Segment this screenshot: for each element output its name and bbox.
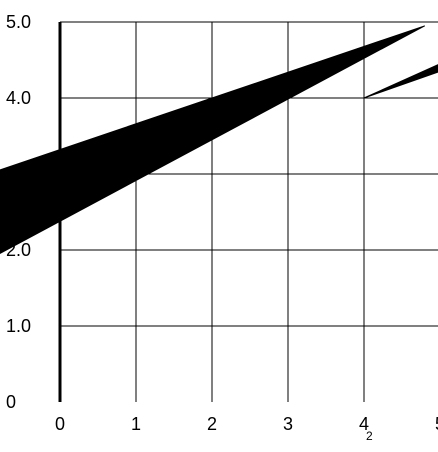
x-tick-label-5: 5 xyxy=(435,414,438,434)
data-wedges xyxy=(0,25,438,254)
y-tick-label-3.0: 3.0 xyxy=(6,164,31,184)
x-tick-label-1: 1 xyxy=(131,414,141,434)
tick-labels: 0 1 2 3 4 5 0 1.0 2.0 3.0 4.0 5.0 xyxy=(6,12,438,434)
y-tick-label-0: 0 xyxy=(6,392,16,412)
annotation-1: 2 xyxy=(366,429,373,443)
x-tick-label-4: 4 xyxy=(359,414,369,434)
annotations: 2 xyxy=(366,429,373,443)
grid-lines xyxy=(60,21,438,402)
wedge-series-2 xyxy=(363,64,438,99)
y-tick-label-1.0: 1.0 xyxy=(6,316,31,336)
y-tick-label-5.0: 5.0 xyxy=(6,12,31,32)
y-tick-label-2.0: 2.0 xyxy=(6,240,31,260)
y-tick-label-4.0: 4.0 xyxy=(6,88,31,108)
wedge-series-1 xyxy=(0,25,426,254)
x-tick-label-0: 0 xyxy=(55,414,65,434)
x-tick-label-2: 2 xyxy=(207,414,217,434)
x-tick-label-3: 3 xyxy=(283,414,293,434)
